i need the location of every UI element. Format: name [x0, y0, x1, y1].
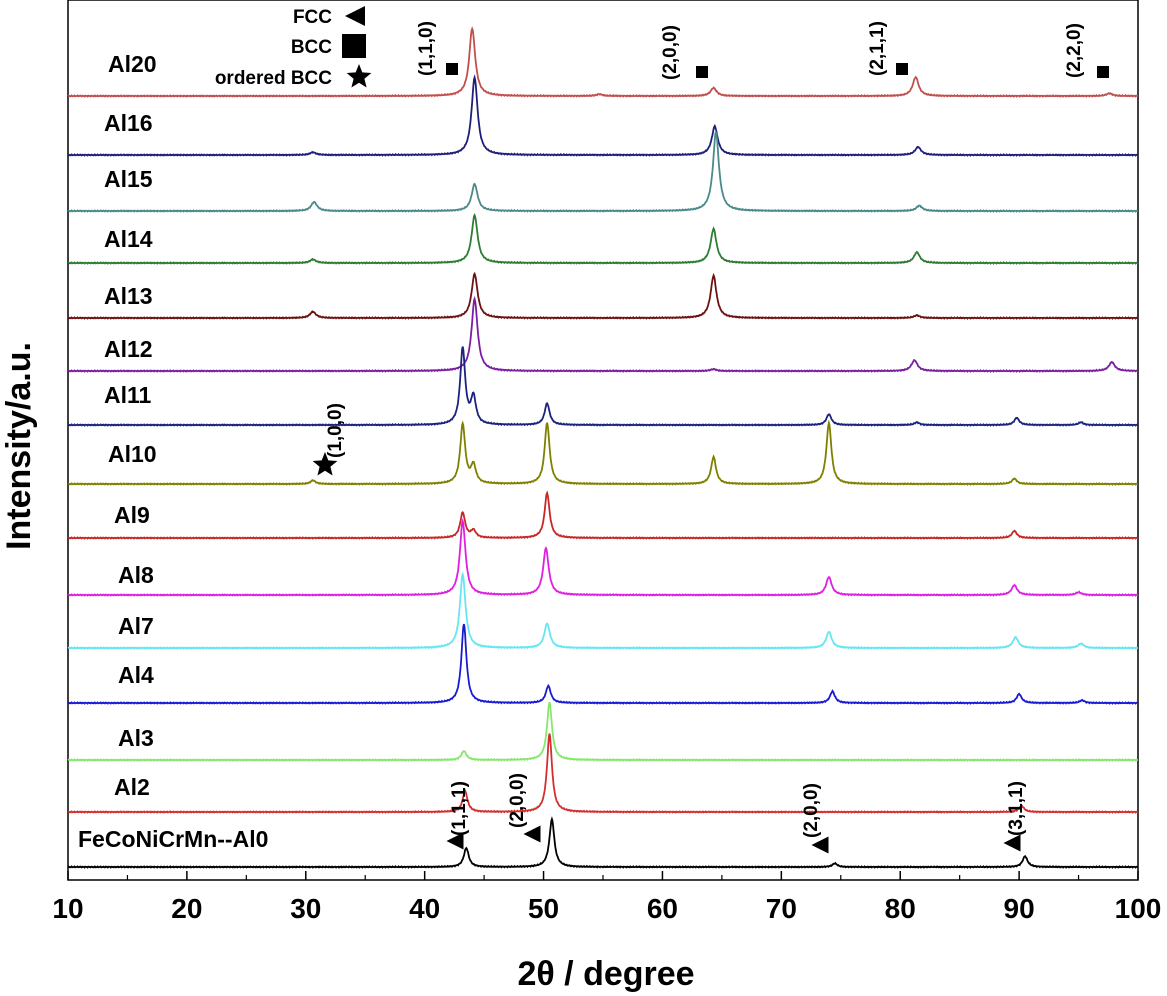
fcc-marker	[523, 825, 541, 843]
series-label: Al12	[104, 336, 153, 362]
fcc-marker	[446, 832, 464, 850]
bcc-marker	[446, 63, 458, 75]
fcc-marker	[345, 6, 365, 26]
bcc-marker	[342, 34, 366, 58]
x-tick-label: 20	[171, 893, 202, 924]
peak-annotation: (2,0,0)	[507, 773, 528, 828]
fcc-marker	[811, 836, 829, 854]
peak-annotation: (1,0,0)	[325, 403, 346, 458]
peak-annotation: (1,1,1)	[449, 781, 470, 836]
x-tick-label: 50	[528, 893, 559, 924]
series-label: Al9	[114, 502, 150, 528]
series-label: Al10	[108, 441, 157, 467]
bcc-marker	[896, 63, 908, 75]
series-label: Al20	[108, 51, 157, 77]
series-line	[67, 733, 1139, 814]
peak-annotation: (2,1,1)	[867, 21, 888, 76]
peak-annotation: (3,1,1)	[1006, 781, 1027, 836]
series-label: Al16	[104, 110, 153, 136]
peak-annotation: (2,0,0)	[660, 25, 681, 80]
series-labels: Al20 Al16 Al15 Al14 Al13 Al12 Al11 Al10 Al9 Al8 Al…	[78, 51, 268, 852]
x-tick-label: 90	[1004, 893, 1035, 924]
legend-label: FCC	[293, 7, 332, 28]
series-label: Al13	[104, 283, 153, 309]
peak-annotation: (2,2,0)	[1064, 23, 1085, 78]
x-tick-label: 10	[52, 893, 83, 924]
x-tick-label: 70	[766, 893, 797, 924]
series-label: Al8	[118, 562, 154, 588]
bcc-marker	[696, 66, 708, 78]
x-tick-label: 60	[647, 893, 678, 924]
peak-annotation: (2,0,0)	[801, 783, 822, 838]
series-line	[67, 74, 1139, 157]
series-line	[67, 816, 1139, 869]
legend-label: BCC	[291, 37, 332, 58]
x-tick-label: 30	[290, 893, 321, 924]
x-axis-ticks: 10 20 30 40 50 60 70 80 90 100	[52, 871, 1161, 924]
series-label: Al2	[114, 774, 150, 800]
bcc-marker	[1097, 66, 1109, 78]
x-tick-label: 80	[885, 893, 916, 924]
series-line	[67, 295, 1138, 373]
ordered-bcc-marker	[312, 452, 338, 476]
peak-annotation: (1,1,0)	[416, 21, 437, 76]
series-group	[67, 26, 1139, 869]
y-axis-title: Intensity/a.u.	[0, 342, 38, 550]
series-label: Al15	[104, 166, 153, 192]
x-tick-label: 100	[1115, 893, 1162, 924]
series-label: Al4	[118, 662, 154, 688]
series-label: Al11	[104, 382, 152, 408]
series-line	[67, 26, 1138, 98]
series-line	[67, 623, 1139, 705]
legend: FCC BCC ordered BCC	[215, 6, 372, 89]
ordered-bcc-marker	[346, 64, 372, 88]
series-line	[67, 518, 1139, 597]
series-line	[67, 129, 1139, 213]
annotations: (1,1,0) (2,0,0) (2,1,1) (2,2,0) (1,0,0) (1,1,…	[312, 21, 1109, 854]
series-line	[67, 571, 1139, 650]
series-line	[67, 701, 1139, 762]
x-tick-label: 40	[409, 893, 440, 924]
x-axis-title: 2θ / degree	[517, 955, 694, 993]
series-line	[67, 346, 1139, 427]
fcc-marker	[1003, 834, 1021, 852]
series-label: Al7	[118, 613, 154, 639]
series-line	[67, 213, 1139, 265]
series-label: Al3	[118, 725, 154, 751]
series-line	[67, 490, 1139, 540]
series-line	[67, 419, 1139, 486]
series-label: FeCoNiCrMn--Al0	[78, 826, 268, 852]
series-label: Al14	[104, 226, 153, 252]
plot-frame	[67, 0, 1139, 881]
legend-label: ordered BCC	[215, 68, 332, 89]
series-line	[67, 271, 1139, 320]
